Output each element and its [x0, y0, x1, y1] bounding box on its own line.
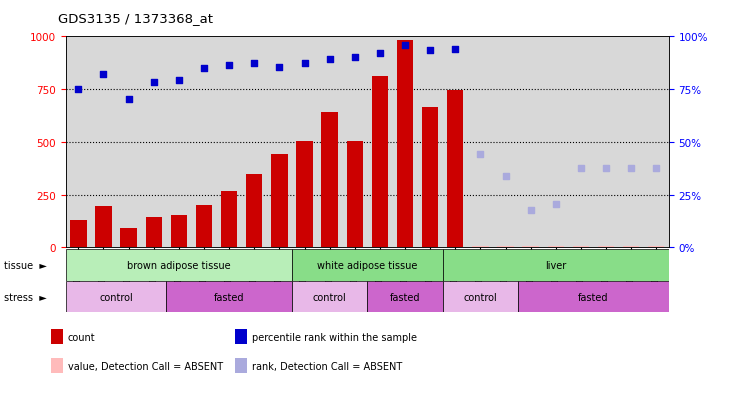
Bar — [145, 217, 162, 248]
Bar — [271, 155, 287, 248]
Text: control: control — [463, 292, 497, 302]
Text: liver: liver — [545, 260, 567, 271]
Point — [249, 60, 260, 67]
Text: tissue  ►: tissue ► — [4, 260, 47, 271]
Bar — [518, 282, 669, 313]
Point — [450, 47, 461, 53]
Text: white adipose tissue: white adipose tissue — [317, 260, 417, 271]
Text: rank, Detection Call = ABSENT: rank, Detection Call = ABSENT — [251, 361, 402, 371]
Bar — [70, 221, 86, 248]
Bar — [322, 113, 338, 248]
Point — [651, 166, 662, 172]
Point — [600, 166, 612, 172]
Bar — [573, 247, 589, 248]
Text: brown adipose tissue: brown adipose tissue — [127, 260, 231, 271]
Point — [123, 96, 135, 102]
Bar — [397, 41, 413, 248]
Bar — [167, 282, 292, 313]
Point — [575, 166, 587, 172]
Bar — [422, 108, 439, 248]
Point — [399, 42, 411, 49]
Bar — [497, 247, 514, 248]
Text: control: control — [99, 292, 133, 302]
Point — [72, 86, 84, 93]
Point — [98, 72, 110, 78]
Bar — [221, 192, 238, 248]
Bar — [346, 141, 363, 248]
Bar — [235, 330, 247, 344]
Bar — [51, 358, 63, 373]
Bar — [292, 282, 367, 313]
Point — [374, 51, 386, 57]
Bar — [523, 247, 539, 248]
Point — [273, 64, 285, 71]
Point — [500, 173, 512, 180]
Bar — [171, 215, 187, 248]
Bar — [66, 250, 292, 281]
Bar — [246, 174, 262, 248]
Text: value, Detection Call = ABSENT: value, Detection Call = ABSENT — [67, 361, 223, 371]
Text: fasted: fasted — [214, 292, 244, 302]
Text: GDS3135 / 1373368_at: GDS3135 / 1373368_at — [58, 12, 213, 25]
Bar — [648, 247, 664, 248]
Bar — [472, 247, 488, 248]
Bar — [623, 247, 640, 248]
Bar — [235, 358, 247, 373]
Text: count: count — [67, 332, 95, 342]
Bar — [196, 206, 212, 248]
Text: stress  ►: stress ► — [4, 292, 46, 302]
Point — [198, 65, 210, 72]
Point — [223, 62, 235, 69]
Text: control: control — [313, 292, 346, 302]
Point — [550, 201, 561, 208]
Bar — [548, 247, 564, 248]
Point — [299, 60, 311, 67]
Point — [173, 77, 185, 84]
Bar — [296, 141, 313, 248]
Point — [625, 166, 637, 172]
Point — [474, 152, 486, 159]
Bar — [372, 77, 388, 248]
Bar — [95, 207, 112, 248]
Point — [148, 79, 159, 86]
Text: percentile rank within the sample: percentile rank within the sample — [251, 332, 417, 342]
Text: fasted: fasted — [578, 292, 609, 302]
Bar — [121, 229, 137, 248]
Bar — [447, 91, 463, 248]
Point — [349, 55, 360, 62]
Point — [424, 47, 436, 54]
Bar — [367, 282, 443, 313]
Bar — [66, 282, 167, 313]
Point — [525, 208, 537, 214]
Text: fasted: fasted — [390, 292, 420, 302]
Bar — [598, 247, 614, 248]
Bar — [51, 330, 63, 344]
Point — [324, 57, 336, 64]
Bar — [443, 282, 518, 313]
Bar — [292, 250, 443, 281]
Bar — [443, 250, 669, 281]
